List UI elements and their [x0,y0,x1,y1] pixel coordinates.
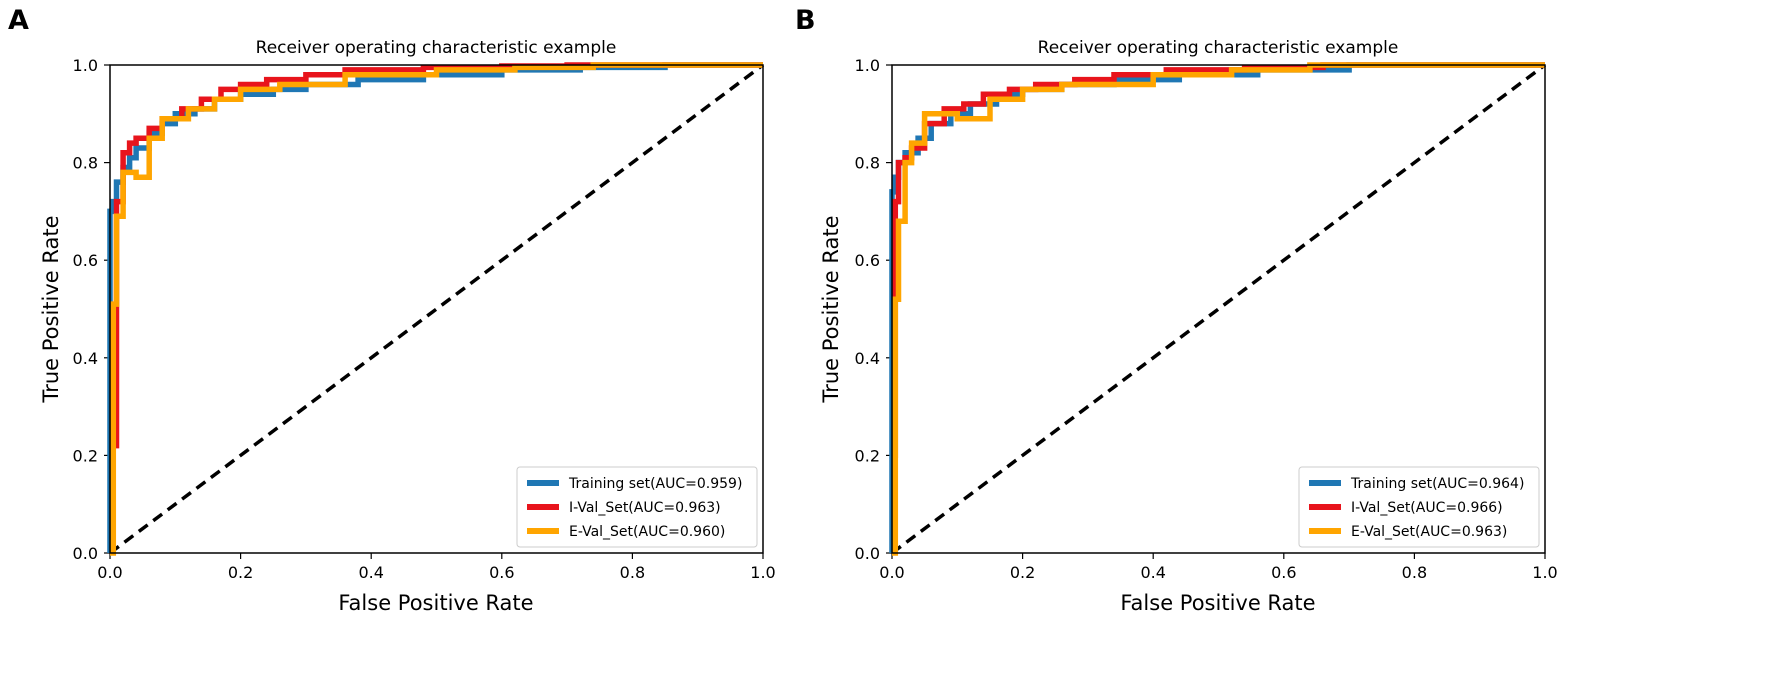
x-tick-label-b-1: 0.2 [1010,563,1035,582]
x-tick-label-b-3: 0.6 [1271,563,1296,582]
x-axis-label-b: False Positive Rate [1120,591,1315,615]
plot-area-a: 0.0 0.2 0.4 0.6 0.8 1.0 0.0 0.2 0.4 0.6 0.8 1.0 [73,56,776,582]
y-tick-label-b-1: 0.2 [855,446,880,465]
x-tick-label-b-4: 0.8 [1402,563,1427,582]
y-tick-label-a-5: 1.0 [73,56,98,75]
chance-diagonal-a [108,63,765,555]
y-axis-label-b: True Positive Rate [819,215,843,403]
x-tick-label-a-0: 0.0 [97,563,122,582]
x-tick-label-b-0: 0.0 [879,563,904,582]
plot-area-b: 0.0 0.2 0.4 0.6 0.8 1.0 0.0 0.2 0.4 0.6 0.8 1.0 [855,56,1558,582]
roc-line-a-1 [110,62,763,449]
legend-label-b-1: I-Val_Set(AUC=0.966) [1351,500,1503,516]
panel-letter-a: A [8,5,29,36]
y-axis-label-a: True Positive Rate [39,215,63,403]
x-tick-label-b-2: 0.4 [1140,563,1165,582]
roc-line-a-2 [110,62,763,556]
panel-b: B Receiver operating characteristic exam… [795,5,1558,615]
axes-frame-a [109,64,764,554]
legend-label-b-2: E-Val_Set(AUC=0.963) [1351,524,1507,540]
legend-box-b [1298,466,1540,548]
legend-label-b-0: Training set(AUC=0.964) [1350,476,1524,492]
chance-diagonal-b [890,63,1547,555]
x-tick-label-a-3: 0.6 [489,563,514,582]
x-tick-label-a-1: 0.2 [228,563,253,582]
y-tick-label-b-0: 0.0 [855,544,880,563]
y-tick-label-a-3: 0.6 [73,251,98,270]
x-tick-label-a-2: 0.4 [358,563,383,582]
y-tick-label-a-4: 0.8 [73,154,98,173]
x-tick-label-a-4: 0.8 [620,563,645,582]
panel-letter-b: B [795,5,816,36]
roc-line-b-2 [892,62,1545,556]
legend-box-a [516,466,758,548]
x-tick-label-a-5: 1.0 [750,563,775,582]
y-tick-label-a-2: 0.4 [73,349,98,368]
x-axis-label-a: False Positive Rate [338,591,533,615]
panel-a: A Receiver operating characteristic exam… [8,5,776,615]
y-tick-label-b-3: 0.6 [855,251,880,270]
chart-title-a: Receiver operating characteristic exampl… [256,38,617,58]
y-tick-label-b-5: 1.0 [855,56,880,75]
y-tick-label-a-0: 0.0 [73,544,98,563]
y-tick-label-b-2: 0.4 [855,349,880,368]
roc-line-b-1 [892,62,1545,459]
legend-label-a-0: Training set(AUC=0.959) [568,476,742,492]
legend-label-a-2: E-Val_Set(AUC=0.960) [569,524,725,540]
y-tick-label-b-4: 0.8 [855,154,880,173]
legend-label-a-1: I-Val_Set(AUC=0.963) [569,500,721,516]
x-tick-label-b-5: 1.0 [1532,563,1557,582]
y-tick-label-a-1: 0.2 [73,446,98,465]
axes-frame-b [891,64,1546,554]
chart-title-b: Receiver operating characteristic exampl… [1038,38,1399,58]
legend-b: Training set(AUC=0.964) I-Val_Set(AUC=0.9… [1298,466,1540,548]
legend-a: Training set(AUC=0.959) I-Val_Set(AUC=0.9… [516,466,758,548]
